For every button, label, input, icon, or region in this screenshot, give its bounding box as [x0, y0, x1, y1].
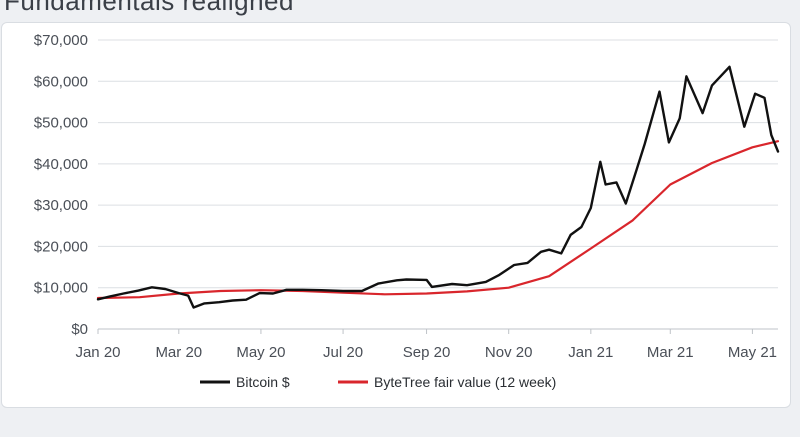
x-tick-label: May 21 [728, 344, 777, 361]
y-tick-label: $20,000 [34, 238, 88, 255]
y-tick-label: $60,000 [34, 73, 88, 90]
x-tick-label: Jul 20 [323, 344, 363, 361]
x-tick-label: May 20 [236, 344, 285, 361]
x-tick-label: Jan 20 [75, 344, 120, 361]
x-tick-label: Mar 20 [155, 344, 202, 361]
series-line-bitcoin [96, 65, 780, 309]
series-line-fair-value [96, 140, 780, 300]
page-title: Fundamentals realigned [4, 0, 294, 16]
legend-label: ByteTree fair value (12 week) [374, 374, 556, 390]
x-tick-label: Nov 20 [485, 344, 533, 361]
y-tick-label: $50,000 [34, 115, 88, 132]
y-tick-label: $70,000 [34, 32, 88, 49]
y-tick-label: $10,000 [34, 280, 88, 297]
y-tick-label: $0 [71, 321, 88, 338]
x-tick-label: Mar 21 [647, 344, 694, 361]
legend-label: Bitcoin $ [236, 374, 290, 390]
x-tick-label: Sep 20 [403, 344, 451, 361]
y-tick-label: $40,000 [34, 156, 88, 173]
x-tick-label: Jan 21 [568, 344, 613, 361]
y-tick-label: $30,000 [34, 197, 88, 214]
chart-card [1, 22, 791, 408]
